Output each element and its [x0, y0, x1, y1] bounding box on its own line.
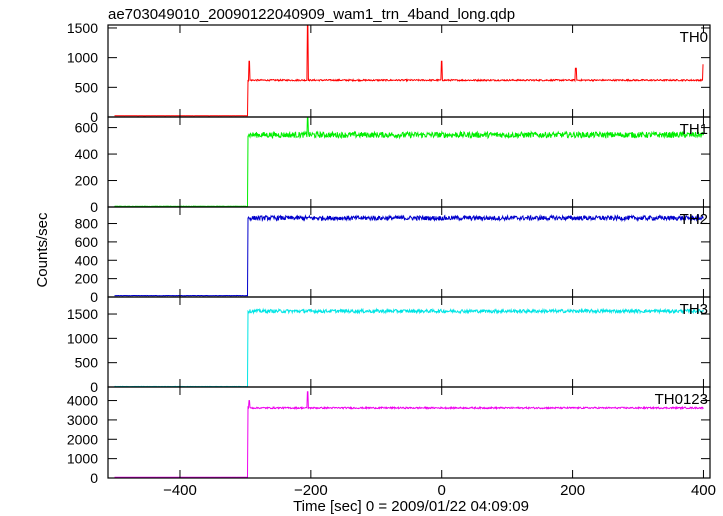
- y-tick-label: 0: [90, 199, 98, 215]
- y-tick-label: 0: [90, 470, 98, 486]
- x-tick-label: −200: [294, 482, 328, 499]
- panel-th0123: 0 1000 2000 3000 4000 TH0123: [67, 386, 711, 486]
- y-tick-label: 0: [90, 379, 98, 395]
- y-tick-label: 500: [75, 355, 99, 371]
- y-tick-label: 4000: [67, 393, 98, 409]
- panel-th3: 0 500 1000 1500 TH3: [67, 296, 711, 395]
- panel-th2: 0 200 400 600 800 TH2: [75, 206, 711, 305]
- y-tick-label: 200: [75, 271, 99, 287]
- y-tick-label: 0: [90, 289, 98, 305]
- panel-label: TH0123: [655, 391, 708, 408]
- panel-frame: [107, 116, 711, 208]
- panel-frame: [107, 386, 711, 479]
- panel-label: TH1: [680, 121, 708, 138]
- y-tick-label: 0: [90, 109, 98, 125]
- y-axis-label: Counts/sec: [34, 212, 51, 288]
- y-tick-label: 2000: [67, 431, 98, 447]
- x-tick-label: 200: [560, 482, 585, 499]
- y-tick-label: 1000: [67, 330, 98, 346]
- panel-label: TH2: [680, 211, 708, 228]
- y-tick-label: 3000: [67, 412, 98, 428]
- chart-title: ae703049010_20090122040909_wam1_trn_4ban…: [108, 6, 515, 23]
- y-tick-label: 1500: [67, 306, 98, 322]
- series-line-th0123: [114, 391, 704, 478]
- y-tick-label: 500: [75, 79, 99, 95]
- series-line-th2: [114, 213, 704, 297]
- y-tick-label: 1500: [67, 20, 98, 36]
- panel-th1: 0 200 400 600 TH1: [75, 116, 711, 215]
- y-tick-label: 1000: [67, 451, 98, 467]
- panel-frame: [107, 24, 711, 118]
- y-tick-label: 800: [75, 216, 99, 232]
- y-tick-label: 600: [75, 120, 99, 136]
- panel-frame: [107, 206, 711, 298]
- y-tick-label: 400: [75, 252, 99, 268]
- y-tick-label: 400: [75, 146, 99, 162]
- x-tick-label: 400: [691, 482, 716, 499]
- panel-th0: 0 500 1000 1500 TH0: [67, 20, 711, 125]
- y-tick-label: 200: [75, 173, 99, 189]
- panel-label: TH0: [680, 29, 708, 46]
- panel-label: TH3: [680, 301, 708, 318]
- panels: 0 500 1000 1500 TH0 0 200 400 600 TH1 0 200 400 600 80…: [67, 20, 716, 499]
- series-line-th3: [114, 307, 704, 388]
- y-tick-label: 600: [75, 234, 99, 250]
- x-axis-label: Time [sec] 0 = 2009/01/22 04:09:09: [293, 498, 529, 515]
- x-tick-label: −400: [163, 482, 197, 499]
- y-tick-label: 1000: [67, 50, 98, 66]
- series-line-th0: [114, 24, 704, 117]
- x-tick-label: 0: [438, 482, 446, 499]
- series-line-th1: [114, 116, 704, 208]
